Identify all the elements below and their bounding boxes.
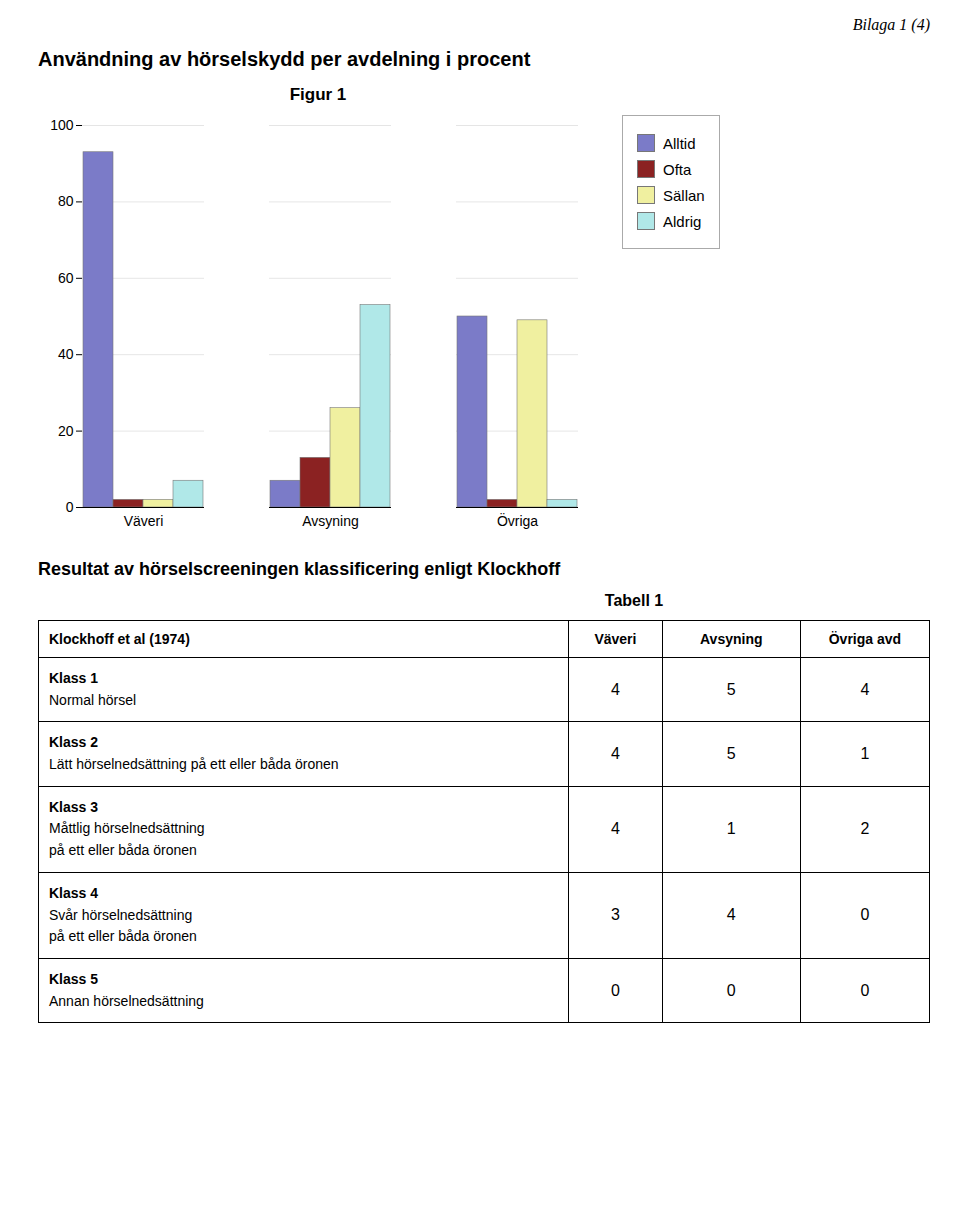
html-text:Tabell 1: Tabell 1: [604, 592, 664, 609]
html-text:Figur 1: Figur 1: [289, 85, 347, 104]
svg-text:Väveri: Väveri: [124, 513, 164, 529]
html-text:1: 1: [860, 745, 870, 763]
html-text:5: 5: [726, 745, 736, 763]
html-text:Användning av hörselskydd per: Användning av hörselskydd per avdelning …: [38, 48, 531, 70]
html-text:Väveri: Väveri: [594, 631, 637, 647]
html-text:Bilaga 1 (4): Bilaga 1 (4): [852, 16, 930, 33]
html-text:Aldrig: Aldrig: [663, 212, 702, 230]
svg-text:Övriga: Övriga: [497, 512, 538, 529]
html-text:5: 5: [726, 680, 736, 698]
html-text:Övriga avd: Övriga avd: [828, 631, 902, 647]
html-text:Klass 3: Klass 3: [49, 798, 98, 815]
html-text:Klockhoff et al (1974): Klockhoff et al (1974): [49, 631, 190, 647]
html-text:3: 3: [611, 906, 620, 924]
svg-text:0: 0: [66, 499, 74, 515]
html-text:Ofta: Ofta: [663, 160, 692, 178]
svg-text:40: 40: [58, 346, 74, 362]
html-text:Lätt hörselnedsättning på ett: Lätt hörselnedsättning på ett eller båda…: [49, 756, 339, 773]
html-text:Sällan: Sällan: [663, 186, 705, 204]
html-text:2: 2: [860, 820, 870, 838]
html-text:Svår hörselnedsättning: Svår hörselnedsättning: [49, 906, 193, 923]
html-text:Annan hörselnedsättning: Annan hörselnedsättning: [49, 992, 204, 1009]
html-text:Klass 5: Klass 5: [49, 970, 98, 987]
html-text:Klass 4: Klass 4: [49, 884, 98, 901]
html-text:på ett eller båda öronen: på ett eller båda öronen: [49, 928, 197, 945]
html-text:4: 4: [860, 680, 870, 698]
html-text:Avsyning: Avsyning: [700, 631, 763, 647]
html-text:0: 0: [611, 981, 620, 999]
svg-text:Avsyning: Avsyning: [302, 513, 359, 529]
html-text:Måttlig hörselnedsättning: Måttlig hörselnedsättning: [49, 820, 205, 837]
svg-text:80: 80: [58, 193, 74, 209]
html-text:Klass 1: Klass 1: [49, 670, 98, 686]
html-text:Alltid: Alltid: [663, 134, 696, 152]
html-text:4: 4: [611, 680, 620, 698]
html-text:4: 4: [611, 745, 620, 763]
html-text:Klass 2: Klass 2: [49, 734, 98, 751]
html-text:Normal hörsel: Normal hörsel: [49, 691, 137, 708]
html-text:4: 4: [611, 820, 620, 838]
html-text:0: 0: [726, 981, 736, 999]
html-text:på ett eller båda öronen: på ett eller båda öronen: [49, 842, 197, 859]
html-text:0: 0: [860, 981, 870, 999]
svg-text:60: 60: [58, 270, 74, 286]
html-text:0: 0: [860, 906, 870, 924]
html-text:Resultat av hörselscreeningen: Resultat av hörselscreeningen klassifice…: [38, 559, 561, 579]
html-text:1: 1: [726, 820, 736, 838]
svg-text:20: 20: [58, 423, 74, 439]
html-text:4: 4: [726, 906, 736, 924]
svg-text:100: 100: [50, 117, 74, 133]
